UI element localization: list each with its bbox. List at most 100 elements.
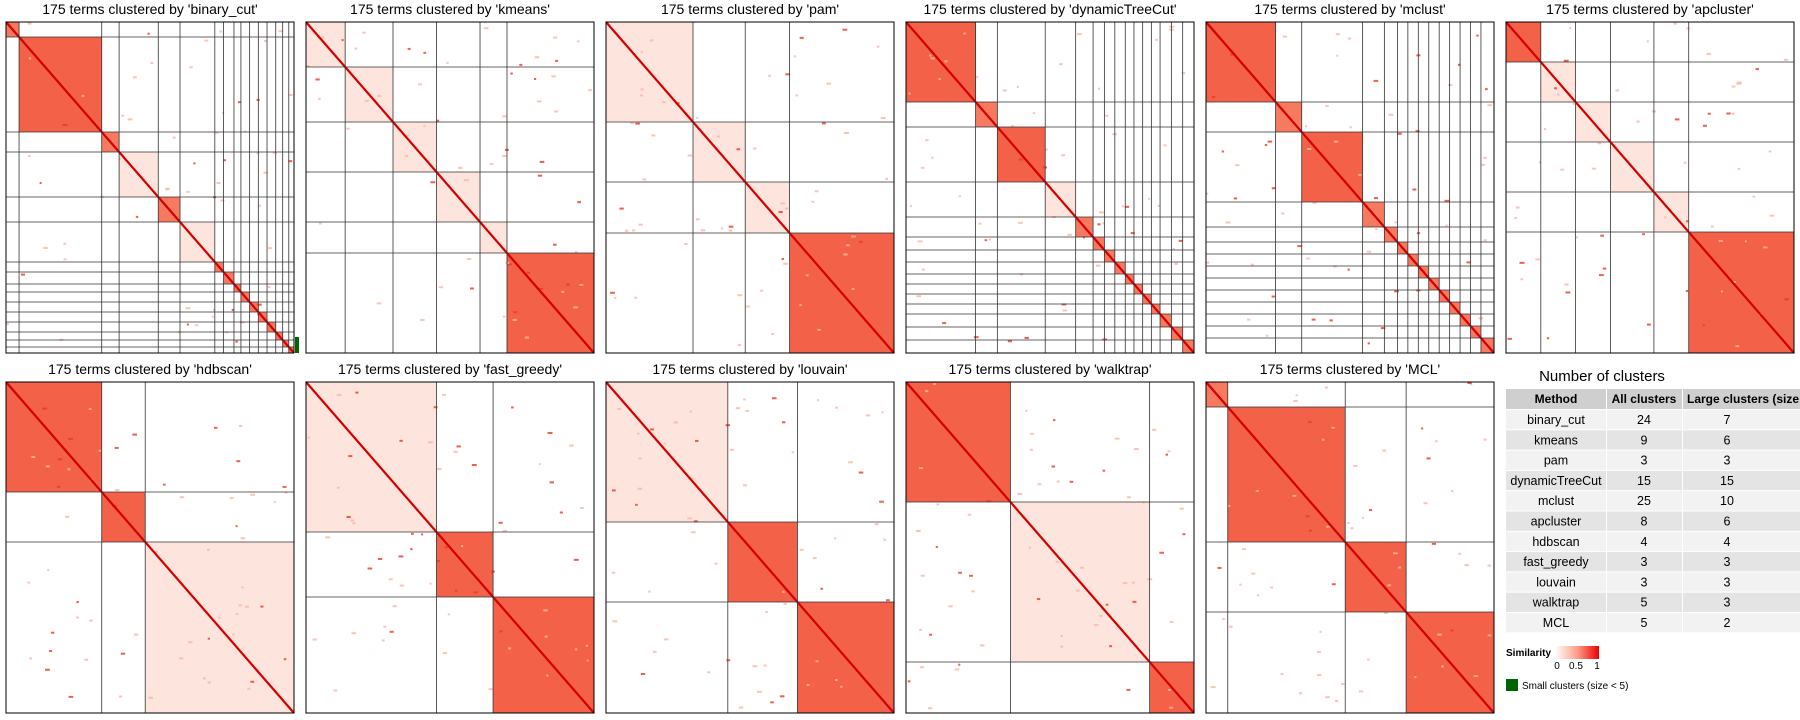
similarity-cell [467,258,472,261]
similarity-cell [1321,438,1325,441]
similarity-cell [984,239,988,242]
similarity-cell [635,122,640,125]
similarity-cell [447,613,450,616]
similarity-cell [505,261,510,264]
similarity-cell [958,571,962,574]
diagonal [1505,21,1795,354]
similarity-cell [315,78,320,81]
table-cell-bg [1683,511,1800,531]
small-clusters-swatch [1506,679,1518,691]
similarity-cell [318,97,321,100]
similarity-cell [1347,37,1352,40]
legend-tick-0: 0 [1554,661,1560,672]
similarity-cell [883,538,887,541]
similarity-cell [423,51,427,54]
similarity-cell [1182,533,1186,536]
similarity-cell [858,471,864,474]
heatmap-border [1205,381,1495,714]
similarity-cell [240,537,246,540]
similarity-cell [1784,298,1789,301]
similarity-cell [204,39,209,42]
similarity-cell [580,506,584,509]
similarity-cell [283,658,287,661]
similarity-cell [388,578,393,581]
similarity-cell [352,522,356,525]
similarity-cell [916,295,922,298]
similarity-cell [1707,112,1711,115]
table-cell-all: 5 [1641,616,1648,630]
diagonal [905,21,1195,354]
similarity-cell [179,657,184,660]
similarity-cell [188,641,193,644]
similarity-cell [1069,480,1074,483]
similarity-cell [752,665,758,668]
similarity-cell [1257,594,1260,597]
table-cell-method: louvain [1536,575,1576,589]
similarity-cell [458,166,463,169]
similarity-cell [1373,197,1378,200]
table-cell-bg [1683,410,1800,430]
similarity-cell [1024,336,1029,339]
table-cell-bg [1506,450,1606,470]
similarity-cell [1350,527,1354,530]
similarity-cell [1178,239,1183,242]
small-clusters-label: Small clusters (size < 5) [1522,681,1628,692]
similarity-cell [930,57,935,60]
similarity-cell [211,315,214,318]
similarity-cell [1102,469,1106,472]
similarity-cell [759,289,764,292]
similarity-cell [573,558,579,561]
similarity-cell [1737,168,1741,171]
similarity-cell [524,336,529,339]
small-cluster-bar [295,337,299,353]
table-header-method: Method [1535,392,1578,406]
similarity-cell [98,449,103,452]
similarity-cell [929,633,933,636]
table-title: Number of clusters [1539,368,1665,385]
similarity-cell [1340,683,1345,686]
similarity-cell [1306,147,1312,150]
similarity-cell [1060,645,1064,648]
similarity-cell [20,273,25,276]
similarity-cell [1674,118,1680,121]
similarity-cell [229,497,234,500]
similarity-cell [1131,581,1135,584]
similarity-cell [785,73,791,76]
similarity-cell [1217,566,1222,569]
similarity-cell [1415,130,1420,133]
similarity-cell [28,57,32,60]
table-cell-large: 2 [1724,616,1731,630]
similarity-cell [410,548,413,551]
similarity-cell [519,63,523,66]
panel-title: 175 terms clustered by 'hdbscan' [48,361,252,377]
similarity-cell [756,690,762,693]
similarity-cell [1333,140,1339,143]
diagonal [305,381,595,714]
table-cell-large: 3 [1724,596,1731,610]
similarity-cell [1126,688,1131,691]
similarity-cell [267,286,271,289]
similarity-cell [6,323,9,326]
diagonal [305,21,595,354]
similarity-cell [1514,216,1518,219]
table-cell-bg [1506,491,1606,511]
similarity-cell [1159,551,1164,554]
similarity-cell [1061,154,1066,157]
table-cell-all: 8 [1641,515,1648,529]
heatmap-panel-mclust: 175 terms clustered by 'mclust' [1205,1,1495,354]
similarity-cell [471,463,477,466]
similarity-cell [1556,93,1560,96]
similarity-cell [1308,420,1312,423]
similarity-cell [1444,199,1450,202]
table-cell-bg [1683,470,1800,491]
similarity-cell [1317,674,1322,677]
similarity-cell [1122,582,1128,585]
similarity-cell [537,174,543,177]
table-cell-method: fast_greedy [1523,555,1589,569]
similarity-cell [307,436,310,439]
similarity-cell [840,685,843,688]
similarity-cell [1148,197,1151,200]
similarity-cell [630,122,635,125]
similarity-cell [1397,132,1402,135]
similarity-cell [614,296,617,299]
